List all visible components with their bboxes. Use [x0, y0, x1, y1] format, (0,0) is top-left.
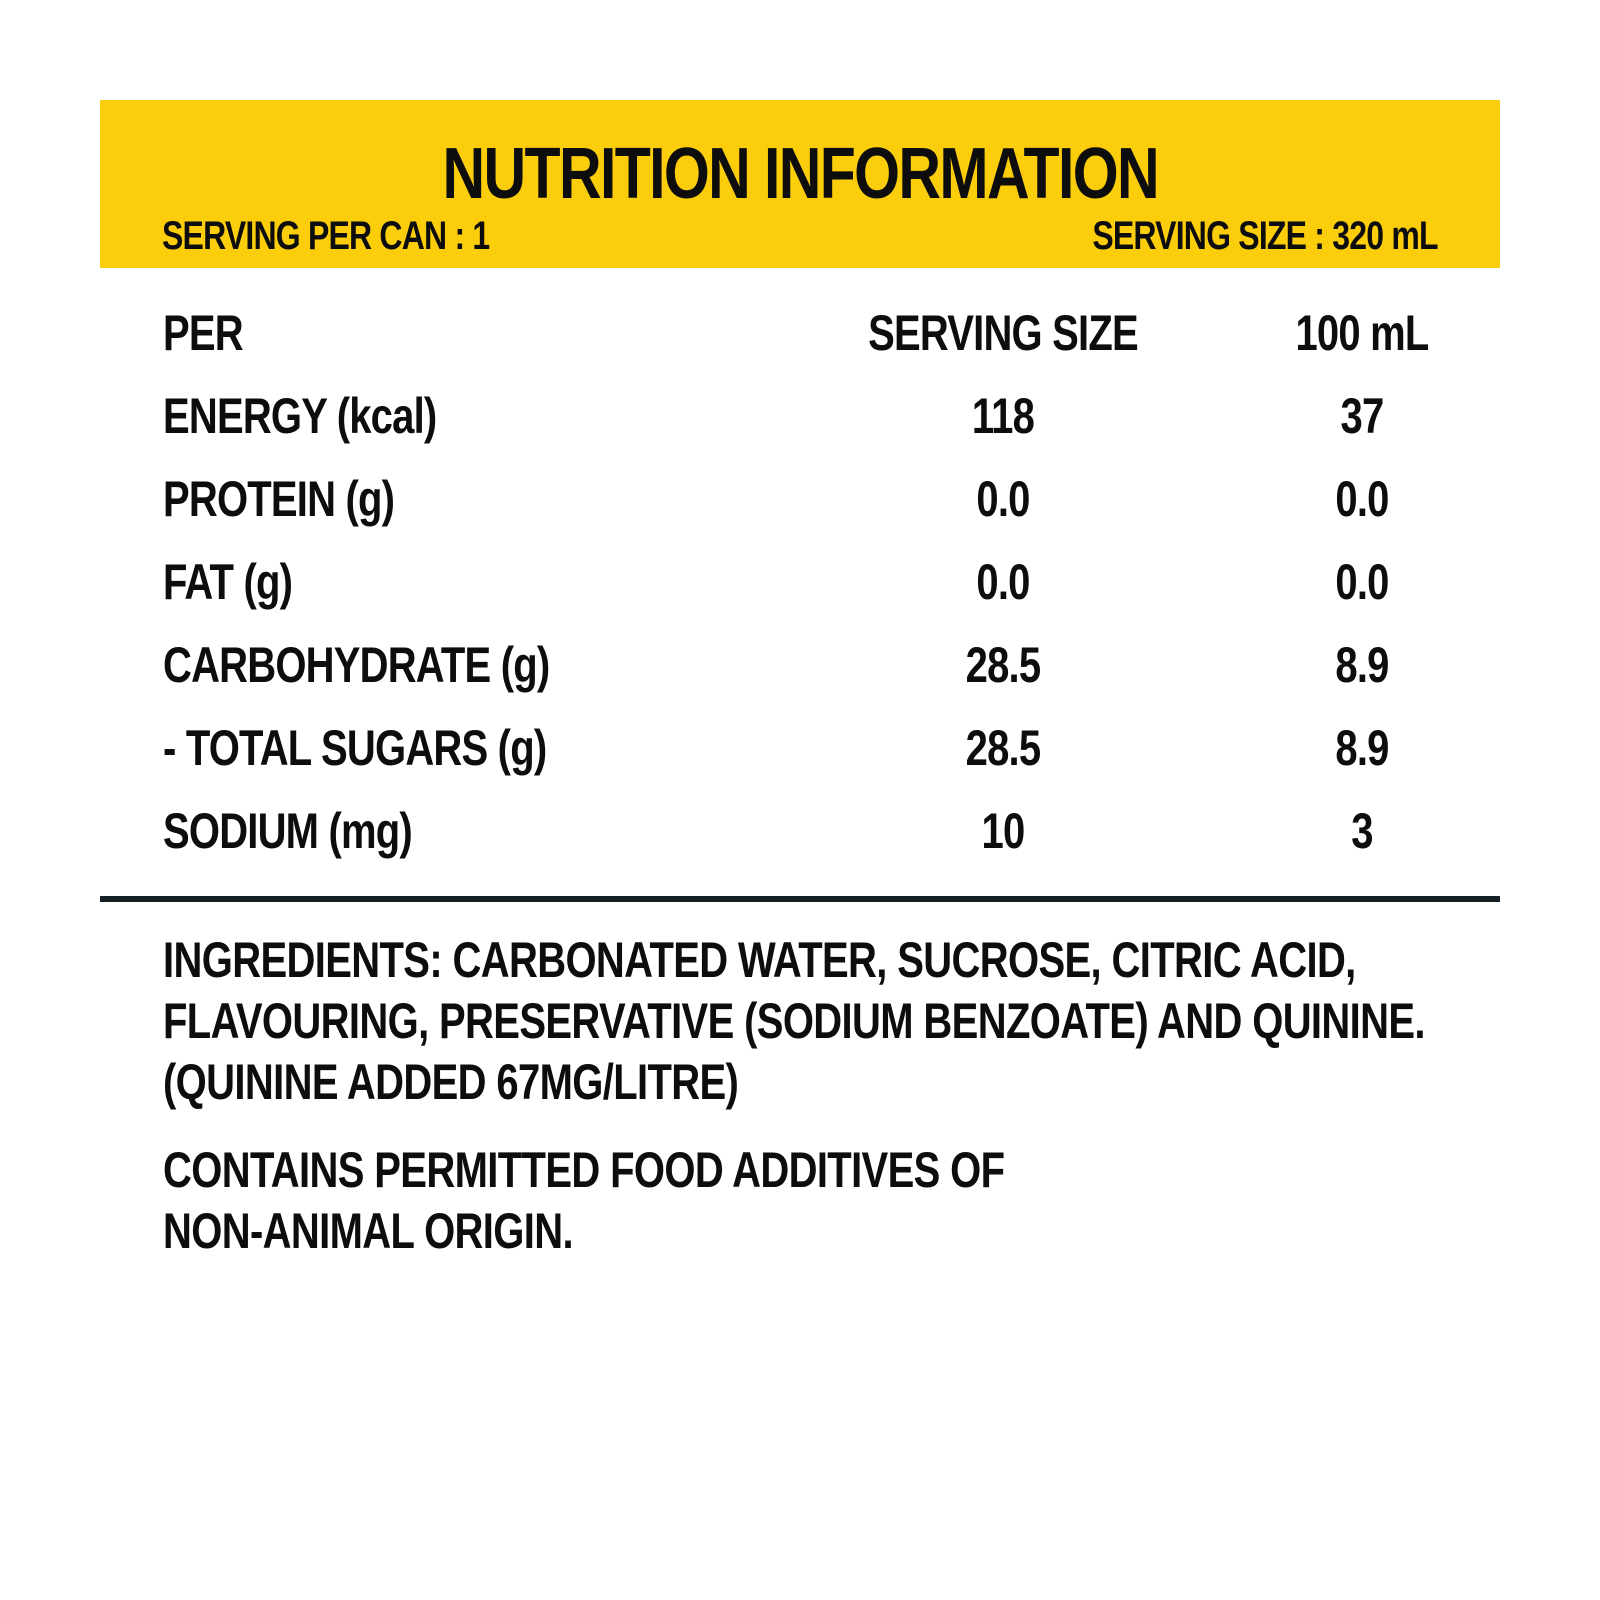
table-row-total-sugars: - TOTAL SUGARS (g) 28.5 8.9 — [100, 723, 1500, 806]
nutrient-label: FAT (g) — [163, 554, 293, 610]
column-header-per: PER — [163, 305, 244, 361]
serving-per-can: SERVING PER CAN : 1 — [162, 214, 490, 258]
nutrient-label: - TOTAL SUGARS (g) — [163, 720, 547, 776]
value-per-serving: 28.5 — [965, 637, 1041, 693]
value-per-serving: 28.5 — [965, 720, 1041, 776]
table-header-row: PER SERVING SIZE 100 mL — [100, 308, 1500, 391]
section-divider — [100, 896, 1500, 902]
value-per-serving: 118 — [971, 388, 1035, 444]
nutrition-header-banner: NUTRITION INFORMATION SERVING PER CAN : … — [100, 100, 1500, 268]
page-title: NUTRITION INFORMATION — [100, 138, 1500, 210]
value-per-serving: 10 — [981, 803, 1026, 859]
nutrient-label: CARBOHYDRATE (g) — [163, 637, 550, 693]
table-row-energy: ENERGY (kcal) 118 37 — [100, 391, 1500, 474]
nutrient-label: PROTEIN (g) — [163, 471, 395, 527]
table-row-carbohydrate: CARBOHYDRATE (g) 28.5 8.9 — [100, 640, 1500, 723]
table-row-protein: PROTEIN (g) 0.0 0.0 — [100, 474, 1500, 557]
additives-line: CONTAINS PERMITTED FOOD ADDITIVES OF — [163, 1142, 1005, 1198]
column-header-serving-size: SERVING SIZE — [868, 305, 1139, 361]
value-per-100ml: 3 — [1351, 803, 1373, 859]
value-per-serving: 0.0 — [976, 554, 1030, 610]
nutrition-table: PER SERVING SIZE 100 mL ENERGY (kcal) 11… — [100, 268, 1500, 889]
value-per-100ml: 37 — [1340, 388, 1385, 444]
value-per-100ml: 8.9 — [1335, 720, 1389, 776]
value-per-100ml: 0.0 — [1335, 471, 1389, 527]
table-row-sodium: SODIUM (mg) 10 3 — [100, 806, 1500, 889]
ingredients-block: INGREDIENTS: CARBONATED WATER, SUCROSE, … — [163, 930, 1523, 1113]
title-text: NUTRITION INFORMATION — [442, 134, 1159, 214]
column-header-100ml: 100 mL — [1295, 305, 1429, 361]
table-row-fat: FAT (g) 0.0 0.0 — [100, 557, 1500, 640]
ingredients-line: FLAVOURING, PRESERVATIVE (SODIUM BENZOAT… — [163, 993, 1426, 1049]
value-per-100ml: 8.9 — [1335, 637, 1389, 693]
additives-statement: CONTAINS PERMITTED FOOD ADDITIVES OF NON… — [163, 1140, 1005, 1262]
value-per-100ml: 0.0 — [1335, 554, 1389, 610]
ingredients-line: INGREDIENTS: CARBONATED WATER, SUCROSE, … — [163, 932, 1356, 988]
value-per-serving: 0.0 — [976, 471, 1030, 527]
nutrient-label: ENERGY (kcal) — [163, 388, 437, 444]
serving-size: SERVING SIZE : 320 mL — [1092, 214, 1439, 258]
additives-line: NON-ANIMAL ORIGIN. — [163, 1203, 574, 1259]
nutrient-label: SODIUM (mg) — [163, 803, 413, 859]
ingredients-line: (QUININE ADDED 67MG/LITRE) — [163, 1054, 739, 1110]
